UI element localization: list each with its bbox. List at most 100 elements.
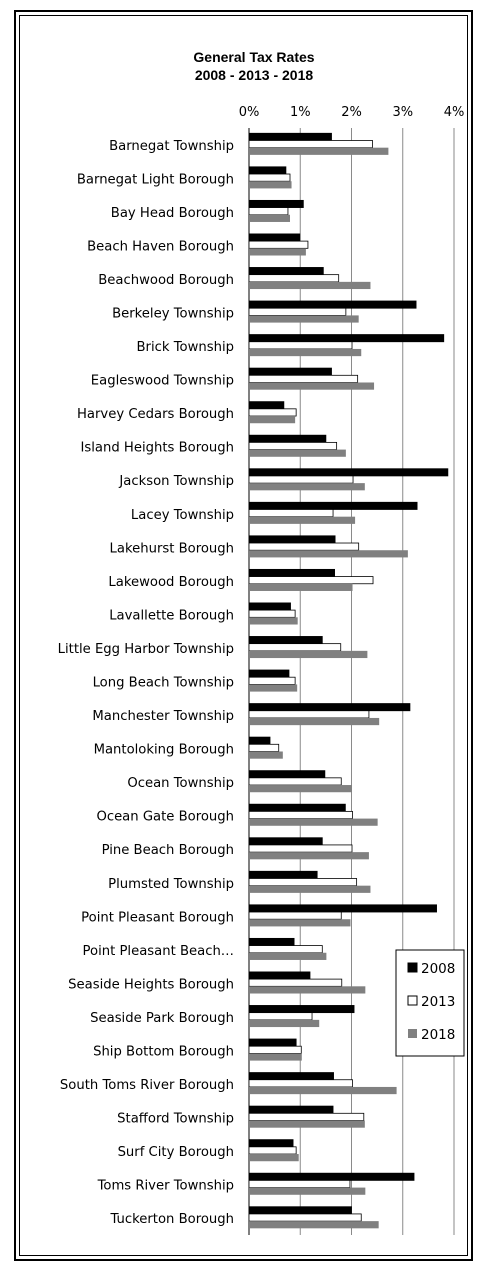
category-label: Barnegat Township [109,139,234,154]
bar-2008 [248,703,411,712]
category-label: Ship Bottom Borough [93,1045,234,1060]
bar-2013 [248,1045,302,1054]
bar-2013 [248,844,353,853]
legend-swatch-2018 [408,1029,417,1038]
category-label: Lacey Township [131,508,234,523]
bar-2018 [249,684,298,692]
bar-2018 [249,617,298,625]
bar-2008 [248,401,285,410]
bar-2013 [248,542,360,551]
bar-2013 [248,274,340,283]
chart-inner-border [19,15,468,1256]
bar-2008 [248,971,311,980]
bar-2013 [248,911,342,920]
bar-2008 [248,636,323,645]
bar-2008 [248,568,335,577]
bar-2018 [249,751,283,759]
bar-2008 [248,1072,334,1081]
bar-2008 [248,267,324,276]
category-label: Island Heights Borough [81,441,235,456]
bar-2008 [248,770,326,779]
bar-2008 [248,669,290,678]
bar-2018 [249,785,353,793]
category-label: Eagleswood Township [91,374,234,389]
category-label: Berkeley Township [112,307,234,322]
legend-swatch-2008 [407,962,418,973]
bar-2018 [249,248,306,256]
bar-2008 [248,434,327,443]
legend-box [395,949,465,1057]
chart-title: General Tax Rates [193,49,314,65]
bar-2013 [248,1179,351,1188]
bar-2013 [248,441,338,450]
bar-2018 [249,382,375,390]
bar-2013 [248,207,289,216]
bar-2018 [249,449,346,457]
bar-2008 [248,803,346,812]
bar-2013 [248,1012,313,1021]
chart-outer-border [14,10,473,1261]
bar-2018 [249,1086,397,1095]
bar-2008 [248,1206,352,1215]
bar-2018 [249,986,366,994]
x-tick-label: 2% [341,105,362,120]
bar-2013 [248,341,353,350]
bar-2013 [248,1213,362,1222]
bar-2018 [249,483,365,491]
bar-2013 [248,576,374,585]
bar-2018 [249,852,369,860]
bar-2018 [249,1187,366,1195]
category-label: Beachwood Borough [98,273,234,288]
bar-2013 [248,140,373,149]
bar-2013 [248,307,347,316]
bar-2013 [248,1079,353,1088]
bar-2008 [248,870,318,879]
bar-2018 [249,181,292,189]
bar-2008 [248,199,304,208]
bar-2008 [248,468,449,477]
bar-2018 [249,952,327,960]
bar-2018 [249,416,296,424]
bar-2008 [248,1105,334,1114]
category-label: South Toms River Borough [60,1078,234,1093]
category-label: Point Pleasant Borough [81,910,234,925]
category-label: Seaside Heights Borough [68,977,234,992]
legend: 2008 2013 2018 [395,949,465,1057]
x-axis-tick-labels: 0% 1% 2% 3% 4% [239,105,465,120]
category-label: Point Pleasant Beach… [83,944,234,959]
x-tick-label: 4% [444,105,465,120]
chart-subtitle: 2008 - 2013 - 2018 [195,67,314,83]
bar-2008 [248,602,291,611]
bar-2008 [248,1038,297,1047]
bar-2018 [249,818,378,826]
bar-2013 [248,777,342,786]
bar-2018 [249,583,353,591]
bar-2008 [248,166,287,175]
category-label: Lakewood Borough [108,575,234,590]
bar-2018 [249,1053,302,1061]
category-label: Seaside Park Borough [90,1011,234,1026]
bar-2013 [248,240,309,249]
bar-2013 [248,710,370,719]
bar-2013 [248,1112,365,1121]
bar-2018 [249,650,368,659]
bar-2013 [248,609,296,618]
bar-2008 [248,1005,355,1014]
bar-2008 [248,1139,294,1148]
bar-2013 [248,676,296,685]
bar-2008 [248,904,437,913]
category-label: Lavallette Borough [109,608,234,623]
bar-2013 [248,408,297,417]
bar-2018 [249,1154,299,1162]
category-label: Long Beach Township [93,676,234,691]
bar-2008 [248,736,271,745]
bar-2018 [249,281,371,290]
category-label: Ocean Gate Borough [96,810,234,825]
bar-2018 [249,717,380,726]
bar-2018 [249,1019,320,1028]
legend-label-2013: 2013 [421,994,455,1010]
category-labels: Barnegat Township Barnegat Light Borough B… [58,139,234,1227]
bar-2018 [249,1120,365,1128]
bar-2008 [248,937,295,946]
